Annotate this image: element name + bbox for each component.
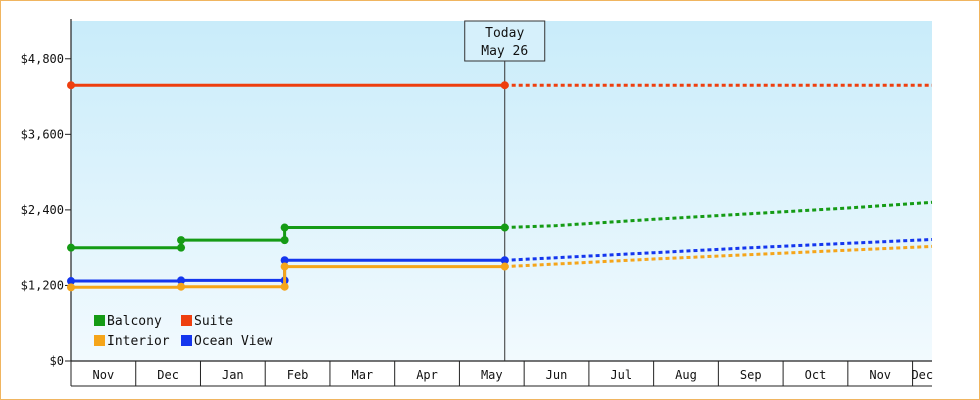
series-lines [67,81,933,292]
month-label: Mar [351,368,373,382]
y-axis: $0 $1,200 $2,400 $3,600 $4,800 [21,19,72,368]
month-label: Sep [740,368,762,382]
month-label: Oct [805,368,827,382]
legend-swatch-ocean-view [181,335,192,346]
today-date: May 26 [481,44,528,59]
y-tick-label: $2,400 [21,203,64,217]
legend-label-balcony: Balcony [107,314,162,329]
month-label: Jun [546,368,568,382]
ocean-view-point [177,276,186,285]
ocean-view-point [280,256,289,265]
balcony-history-line [71,226,505,250]
month-label: Dec [911,368,933,382]
month-label: Jan [222,368,244,382]
month-label: Feb [287,368,309,382]
x-axis: Nov Dec Jan Feb Mar Apr May Jun Jul Aug Sep Oct Nov D… [70,360,933,387]
balcony-point [500,223,509,232]
interior-point [280,262,289,271]
legend-swatch-balcony [94,315,105,326]
interior-history-line [71,265,505,289]
month-label: Apr [416,368,438,382]
legend-label-ocean-view: Ocean View [194,334,272,349]
plot-background [71,21,932,361]
month-label: Jul [610,368,632,382]
legend: Balcony Suite Interior Ocean View [94,314,272,349]
interior-point [500,262,509,271]
y-tick-label: $4,800 [21,52,64,66]
ocean-view-point [67,277,75,286]
legend-swatch-suite [181,315,192,326]
interior-forecast-line [504,244,933,269]
interior-point [67,283,75,292]
suite-point [500,81,509,90]
month-label: Nov [93,368,115,382]
interior-point [280,282,289,291]
balcony-point [67,243,75,252]
interior-point [177,282,186,291]
legend-swatch-interior [94,335,105,346]
y-tick-label: $1,200 [21,278,64,292]
ocean-view-forecast-line [504,238,933,262]
suite-point [67,81,75,90]
today-box [464,20,546,62]
month-label: Aug [675,368,697,382]
balcony-forecast-line [504,200,933,229]
balcony-point [280,236,289,245]
y-tick-label: $3,600 [21,127,64,141]
balcony-point [280,223,289,232]
ocean-view-point [500,256,509,265]
today-label: Today [485,26,524,41]
legend-label-suite: Suite [194,314,233,329]
ocean-view-history-line [71,258,505,283]
y-tick-label: $0 [50,354,64,368]
month-label: Dec [157,368,179,382]
month-label: May [481,368,503,382]
month-label: Nov [869,368,891,382]
balcony-point [177,243,186,252]
today-marker: Today May 26 [464,20,546,361]
balcony-point [177,236,186,245]
legend-label-interior: Interior [107,334,170,349]
